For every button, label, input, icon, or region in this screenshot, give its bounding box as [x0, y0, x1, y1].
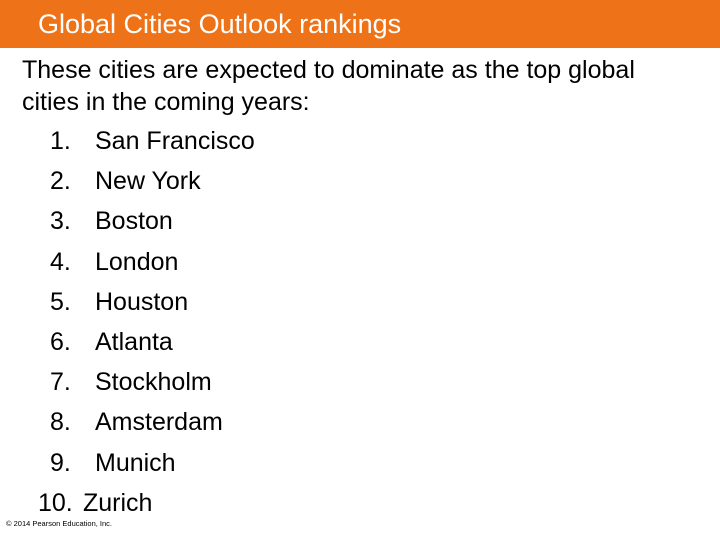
- list-item: 6. Atlanta: [50, 322, 255, 362]
- city-name: San Francisco: [95, 127, 255, 155]
- city-name: Houston: [95, 287, 189, 316]
- rank-number: 6.: [50, 327, 71, 356]
- rank-number: 10.: [38, 488, 73, 517]
- list-item: 7. Stockholm: [50, 362, 255, 402]
- rank-number: 3.: [50, 207, 71, 236]
- rank-number: 2.: [50, 167, 71, 196]
- city-name: Munich: [95, 448, 176, 477]
- rank-number: 8.: [50, 408, 71, 437]
- title-bar: Global Cities Outlook rankings: [0, 0, 720, 48]
- list-item: 3. Boston: [50, 201, 255, 241]
- city-name: Stockholm: [95, 368, 212, 397]
- city-name: Boston: [95, 207, 173, 236]
- city-name: New York: [95, 167, 201, 196]
- rank-number: 7.: [50, 368, 71, 397]
- city-name: Zurich: [83, 488, 153, 517]
- copyright-notice: © 2014 Pearson Education, Inc.: [6, 519, 113, 528]
- rank-number: 4.: [50, 247, 71, 276]
- rank-number: 1.: [50, 127, 71, 155]
- list-item: 1. San Francisco: [50, 121, 255, 161]
- rank-number: 5.: [50, 287, 71, 316]
- list-item: 10. Zurich: [38, 483, 255, 523]
- list-item: 9. Munich: [50, 443, 255, 483]
- list-item: 2. New York: [50, 161, 255, 201]
- list-item: 5. Houston: [50, 282, 255, 322]
- slide-title: Global Cities Outlook rankings: [38, 9, 402, 39]
- city-name: Amsterdam: [95, 408, 223, 437]
- rankings-list: 1. San Francisco 2. New York 3. Boston 4. Lo…: [38, 121, 255, 523]
- list-item: 8. Amsterdam: [50, 402, 255, 442]
- city-name: London: [95, 247, 179, 276]
- rank-number: 9.: [50, 448, 71, 477]
- intro-text: These cities are expected to dominate as…: [22, 56, 635, 116]
- list-item: 4. London: [50, 242, 255, 282]
- city-name: Atlanta: [95, 327, 173, 356]
